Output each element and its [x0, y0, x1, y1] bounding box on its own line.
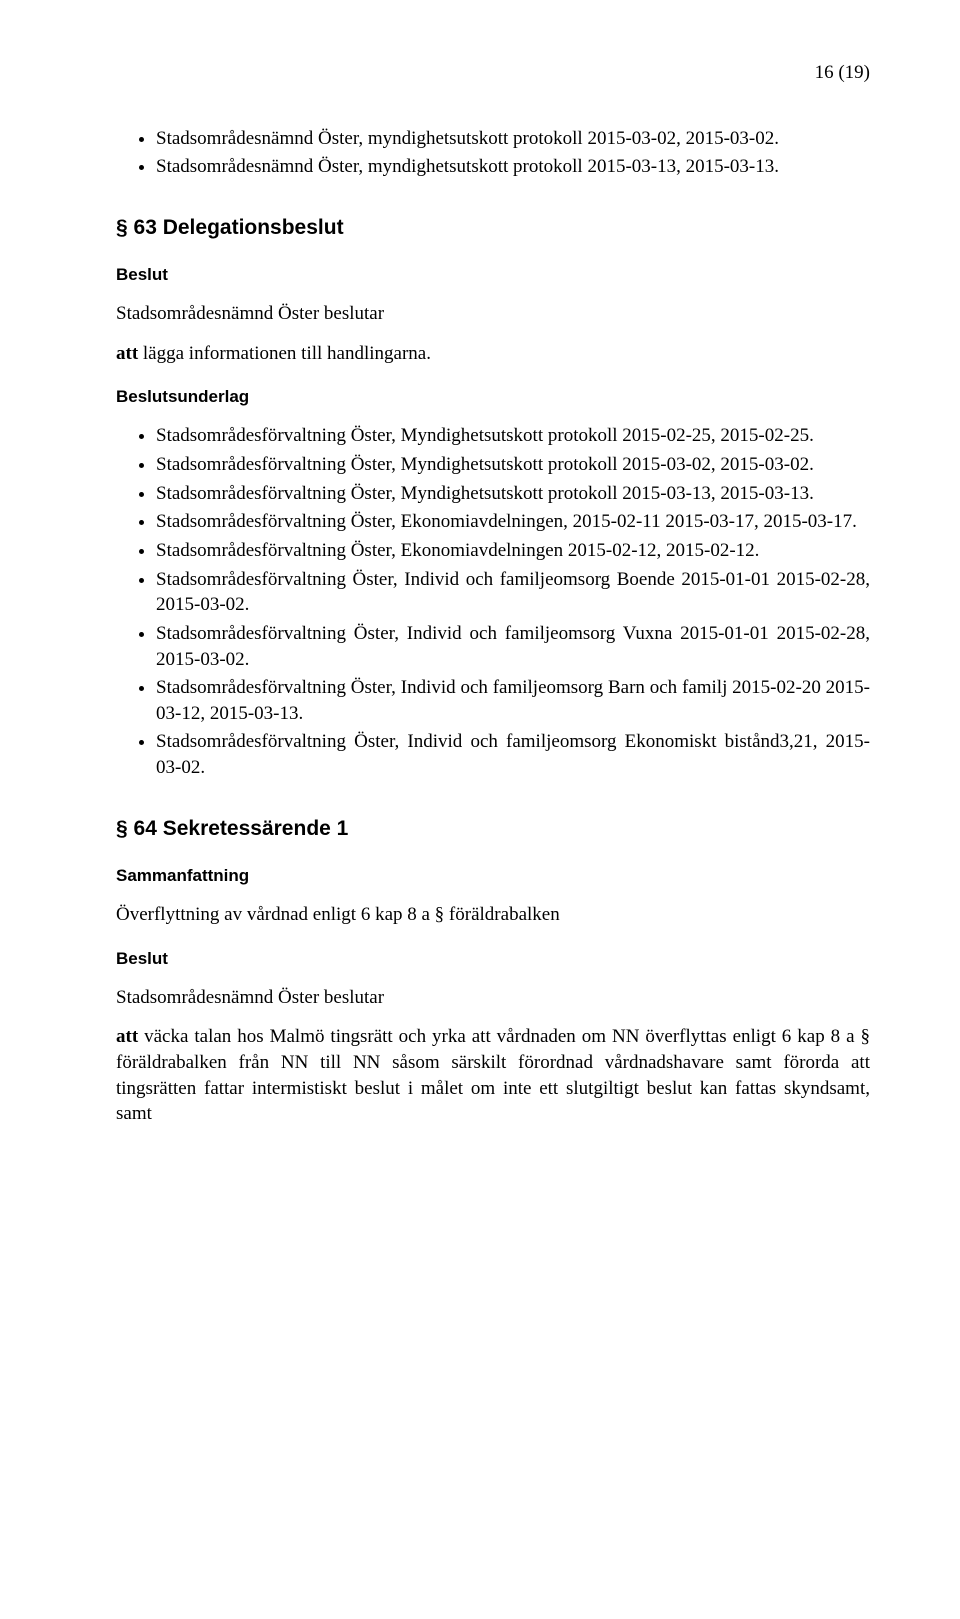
sammanfattning-text: Överflyttning av vårdnad enligt 6 kap 8 … [116, 902, 870, 928]
att-rest-64: väcka talan hos Malmö tingsrätt och yrka… [116, 1026, 870, 1124]
beslut-text-64: Stadsområdesnämnd Öster beslutar [116, 985, 870, 1011]
list-item: Stadsområdesförvaltning Öster, Ekonomiav… [156, 538, 870, 564]
list-item: Stadsområdesförvaltning Öster, Myndighet… [156, 481, 870, 507]
beslut-heading: Beslut [116, 264, 870, 287]
att-text: att lägga informationen till handlingarn… [116, 341, 870, 367]
beslutsunderlag-heading: Beslutsunderlag [116, 386, 870, 409]
document-page: 16 (19) Stadsområdesnämnd Öster, myndigh… [0, 0, 960, 1227]
list-item: Stadsområdesförvaltning Öster, Individ o… [156, 675, 870, 726]
list-item: Stadsområdesförvaltning Öster, Individ o… [156, 621, 870, 672]
list-item: Stadsområdesnämnd Öster, myndighetsutsko… [156, 154, 870, 180]
section-63-heading: § 63 Delegationsbeslut [116, 214, 870, 242]
att-bold-64: att [116, 1026, 138, 1047]
list-item: Stadsområdesförvaltning Öster, Ekonomiav… [156, 509, 870, 535]
beslut-heading-64: Beslut [116, 948, 870, 971]
att-bold: att [116, 343, 138, 364]
list-item: Stadsområdesförvaltning Öster, Individ o… [156, 567, 870, 618]
section-64-heading: § 64 Sekretessärende 1 [116, 815, 870, 843]
list-item: Stadsområdesförvaltning Öster, Individ o… [156, 729, 870, 780]
list-item: Stadsområdesnämnd Öster, myndighetsutsko… [156, 126, 870, 152]
page-number: 16 (19) [116, 60, 870, 86]
list-item: Stadsområdesförvaltning Öster, Myndighet… [156, 423, 870, 449]
beslut-text: Stadsområdesnämnd Öster beslutar [116, 301, 870, 327]
list-item: Stadsområdesförvaltning Öster, Myndighet… [156, 452, 870, 478]
att-text-64: att väcka talan hos Malmö tingsrätt och … [116, 1024, 870, 1127]
underlag-list: Stadsområdesförvaltning Öster, Myndighet… [116, 423, 870, 780]
att-rest: lägga informationen till handlingarna. [143, 343, 431, 364]
top-bullet-list: Stadsområdesnämnd Öster, myndighetsutsko… [116, 126, 870, 180]
sammanfattning-heading: Sammanfattning [116, 865, 870, 888]
